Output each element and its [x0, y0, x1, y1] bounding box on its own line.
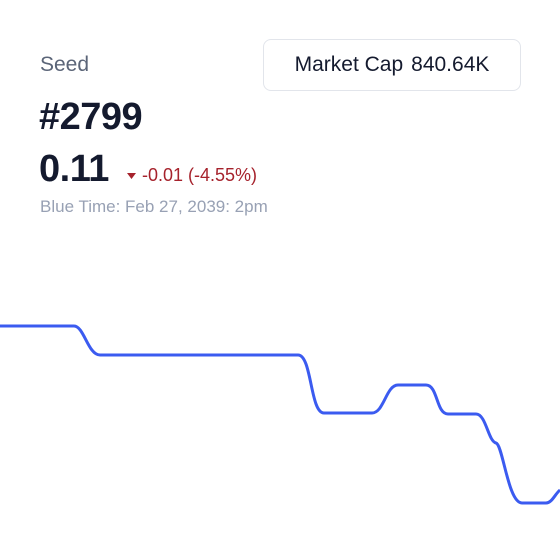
market-cap-button[interactable]: Market Cap 840.64K — [263, 39, 521, 91]
category-label: Seed — [40, 53, 90, 76]
sparkline-path — [0, 324, 560, 505]
timestamp: Blue Time: Feb 27, 2039: 2pm — [40, 197, 268, 216]
price-change-text: -0.01 (-4.55%) — [142, 165, 258, 185]
down-arrow — [127, 173, 136, 180]
market-cap-value: 840.64K — [411, 53, 490, 76]
price-change: -0.01 (-4.55%) — [127, 165, 257, 186]
price: 0.11 — [39, 148, 109, 190]
token-id: #2799 — [39, 96, 143, 138]
market-cap-label: Market Cap — [294, 53, 404, 76]
